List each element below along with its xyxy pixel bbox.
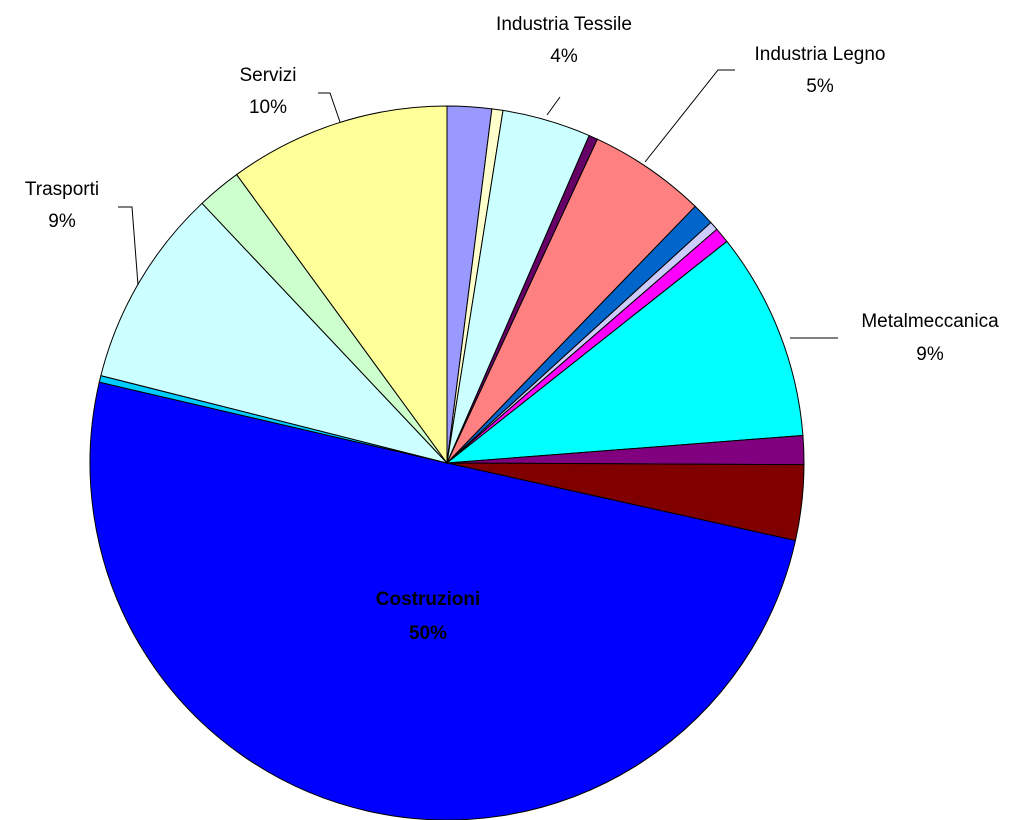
pie-slice	[100, 202, 449, 464]
pie-slice	[89, 381, 797, 820]
leader-line	[118, 206, 139, 286]
slice-label: Costruzioni	[376, 589, 481, 610]
leader-line	[644, 69, 735, 163]
slice-label: Trasporti	[25, 179, 99, 200]
slice-value-label: 10%	[249, 97, 287, 118]
pie-slice	[445, 240, 804, 464]
slice-label: Servizi	[239, 65, 296, 86]
slice-value-label: 5%	[806, 76, 834, 97]
pie-slice	[235, 105, 448, 465]
slice-value-label: 4%	[550, 46, 578, 67]
slice-label: Industria Tessile	[496, 14, 632, 35]
slice-value-label: 9%	[48, 211, 76, 232]
leader-line	[546, 96, 561, 116]
leader-line	[318, 92, 341, 123]
slice-value-label: 50%	[409, 623, 447, 644]
slice-label: Metalmeccanica	[861, 311, 999, 332]
slice-label: Industria Legno	[755, 44, 886, 65]
slice-value-label: 9%	[916, 344, 944, 365]
